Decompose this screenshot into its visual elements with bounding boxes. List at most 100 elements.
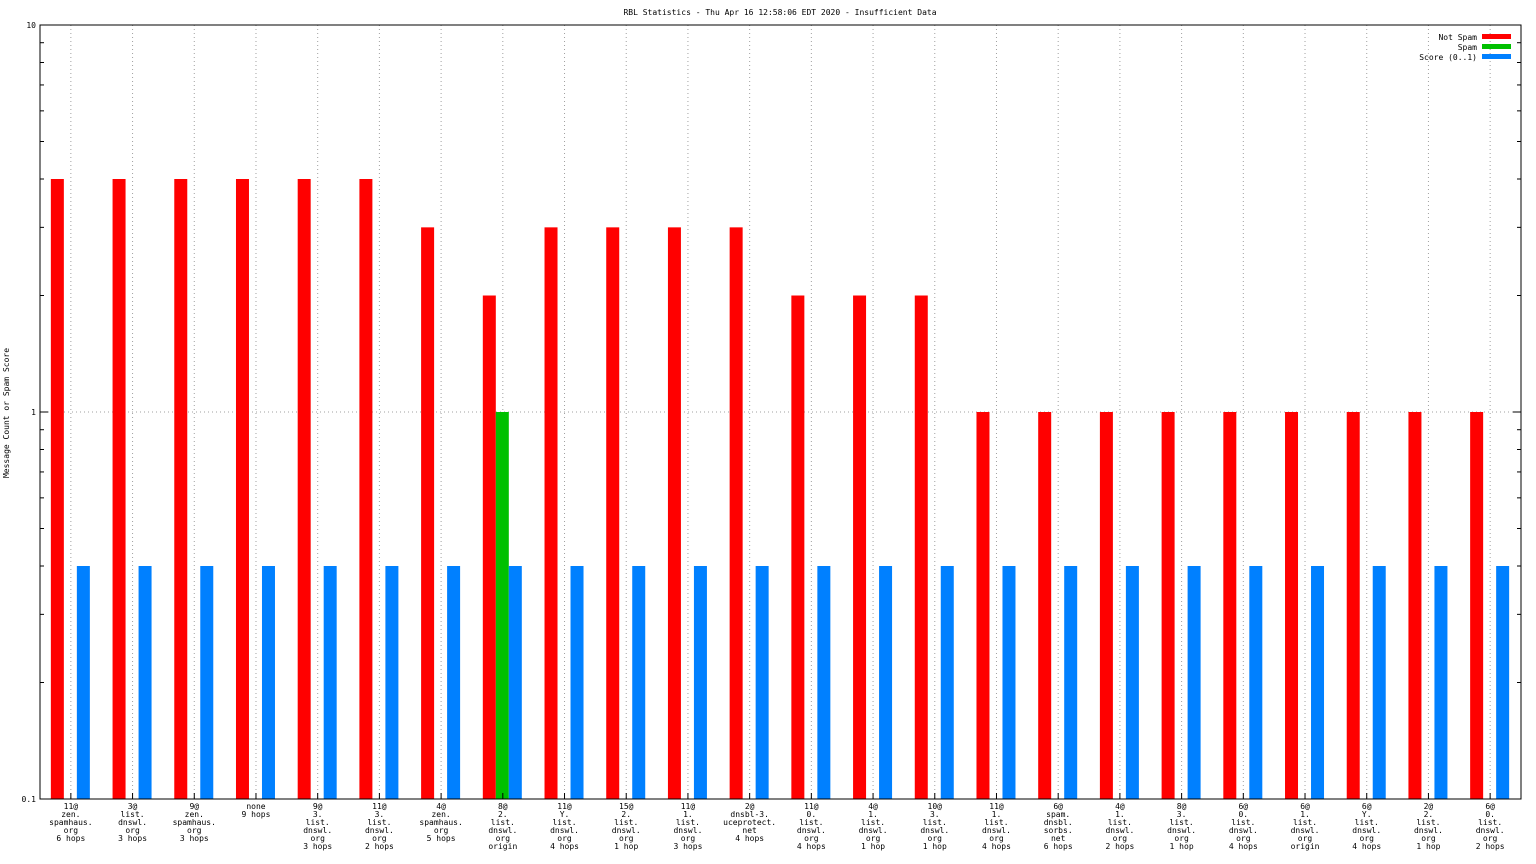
x-tick-label: list. <box>984 818 1008 827</box>
legend-label-score: Score (0..1) <box>1419 53 1477 62</box>
x-tick-label: 2. <box>498 810 508 819</box>
x-tick-label: 4 hops <box>550 842 579 851</box>
x-tick-label: 4 hops <box>735 834 764 843</box>
bars <box>50 179 1510 800</box>
score-bar <box>693 566 707 799</box>
legend-label-spam: Spam <box>1458 43 1477 52</box>
x-tick-label: 4@ <box>1115 802 1125 811</box>
not-spam-bar <box>50 179 64 799</box>
score-bar <box>1187 566 1201 799</box>
x-tick-label: dnswl. <box>1167 826 1196 835</box>
x-tick-label: dnswl. <box>982 826 1011 835</box>
not-spam-bar <box>112 179 126 799</box>
x-tick-label: 3 hops <box>118 834 147 843</box>
x-tick-label: org <box>1113 834 1128 843</box>
x-tick-label: dnswl. <box>1476 826 1505 835</box>
x-tick-label: 4 hops <box>1229 842 1258 851</box>
not-spam-bar <box>1099 412 1113 799</box>
x-tick-label: spamhaus. <box>49 818 92 827</box>
score-bar <box>879 566 893 799</box>
x-tick-label: org <box>496 834 511 843</box>
x-tick-label: spamhaus. <box>419 818 462 827</box>
x-tick-label: dnsbl. <box>1044 818 1073 827</box>
x-tick-label: list. <box>1231 818 1255 827</box>
x-tick-label: 0. <box>1238 810 1248 819</box>
x-tick-label: dnswl. <box>303 826 332 835</box>
x-tick-label: dnswl. <box>673 826 702 835</box>
score-bar <box>261 566 275 799</box>
x-tick-label: 2 hops <box>365 842 394 851</box>
x-tick-label: 9 hops <box>242 810 271 819</box>
x-tick-label: 8@ <box>498 802 508 811</box>
x-tick-label: 11@ <box>681 802 696 811</box>
x-tick-label: org <box>557 834 572 843</box>
x-tick-label: org <box>310 834 325 843</box>
x-tick-label: 3 hops <box>673 842 702 851</box>
score-bar <box>1125 566 1139 799</box>
x-tick-label: 3@ <box>128 802 138 811</box>
x-tick-label: list. <box>861 818 885 827</box>
x-tick-label: dnswl. <box>1229 826 1258 835</box>
legend-label-not-spam: Not Spam <box>1438 33 1477 42</box>
x-tick-label: dnswl. <box>797 826 826 835</box>
x-tick-label: 4 hops <box>797 842 826 851</box>
x-tick-label: 1. <box>1115 810 1125 819</box>
x-tick-label: list. <box>552 818 576 827</box>
x-tick-label: 4@ <box>868 802 878 811</box>
x-tick-label: none <box>246 802 265 811</box>
score-bar <box>817 566 831 799</box>
x-tick-label: org <box>1360 834 1375 843</box>
not-spam-bar <box>297 179 311 799</box>
x-tick-label: 1. <box>1300 810 1310 819</box>
x-tick-label: org <box>928 834 943 843</box>
x-tick-label: uceprotect. <box>723 818 776 827</box>
x-tick-label: list. <box>1170 818 1194 827</box>
score-bar <box>138 566 152 799</box>
x-tick-label: list. <box>491 818 515 827</box>
x-tick-label: 11@ <box>557 802 572 811</box>
score-bar <box>323 566 337 799</box>
x-tick-label: 3. <box>930 810 940 819</box>
x-tick-label: 1. <box>868 810 878 819</box>
x-tick-label: 2@ <box>745 802 755 811</box>
not-spam-bar <box>359 179 373 799</box>
score-bar <box>447 566 461 799</box>
x-tick-label: org <box>1174 834 1189 843</box>
x-tick-label: 6@ <box>1300 802 1310 811</box>
score-bar <box>1496 566 1510 799</box>
x-tick-label: Y. <box>560 810 570 819</box>
x-tick-label: org <box>804 834 819 843</box>
y-axis-label: Message Count or Spam Score <box>2 348 11 478</box>
x-tick-label: dnswl. <box>550 826 579 835</box>
x-tick-label: dnswl. <box>1352 826 1381 835</box>
x-tick-label: 11@ <box>64 802 79 811</box>
not-spam-bar <box>914 295 928 799</box>
x-tick-label: dnswl. <box>1105 826 1134 835</box>
not-spam-bar <box>1408 412 1422 799</box>
x-tick-label: 1 hop <box>923 842 947 851</box>
x-tick-label: sorbs. <box>1044 826 1073 835</box>
x-tick-label: 9@ <box>189 802 199 811</box>
x-tick-label: 0. <box>1485 810 1495 819</box>
x-tick-label: 4 hops <box>982 842 1011 851</box>
spam-bar <box>495 412 509 799</box>
x-tick-label: 11@ <box>804 802 819 811</box>
not-spam-bar <box>729 227 743 800</box>
not-spam-bar <box>606 227 620 800</box>
x-tick-label: list. <box>923 818 947 827</box>
x-tick-label: dnswl. <box>920 826 949 835</box>
x-tick-label: spam. <box>1046 810 1070 819</box>
x-tick-label: dnswl. <box>859 826 888 835</box>
x-tick-label: 6@ <box>1362 802 1372 811</box>
axes: 10 1 0.1 <box>22 21 1522 804</box>
x-tick-label: spamhaus. <box>173 818 216 827</box>
x-tick-label: org <box>619 834 634 843</box>
x-tick-label: list. <box>676 818 700 827</box>
x-tick-label: org <box>1298 834 1313 843</box>
x-tick-label: 3 hops <box>303 842 332 851</box>
x-tick-label: list. <box>799 818 823 827</box>
chart-title: RBL Statistics - Thu Apr 16 12:58:06 EDT… <box>623 8 936 17</box>
not-spam-bar <box>1223 412 1237 799</box>
x-tick-label: 3. <box>375 810 385 819</box>
